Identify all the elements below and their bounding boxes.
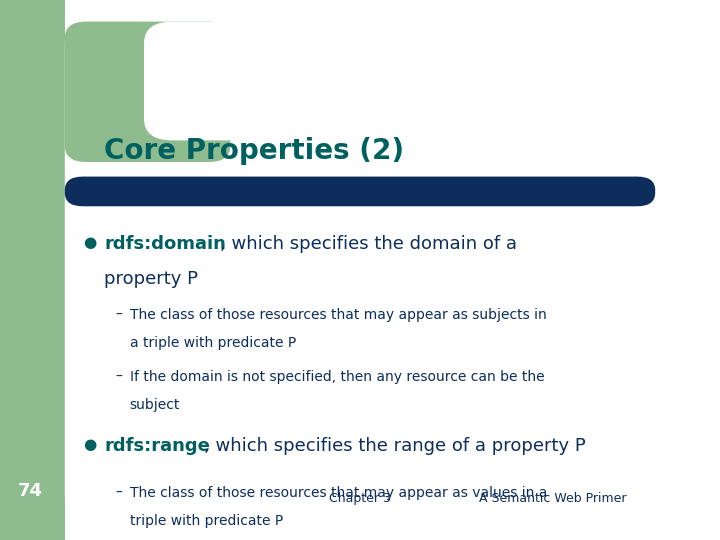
FancyBboxPatch shape — [65, 177, 655, 206]
Text: –: – — [115, 370, 122, 384]
FancyBboxPatch shape — [65, 22, 230, 162]
Text: subject: subject — [130, 398, 180, 412]
Text: If the domain is not specified, then any resource can be the: If the domain is not specified, then any… — [130, 370, 544, 384]
Text: ●: ● — [83, 437, 96, 453]
Bar — [0, 0, 65, 540]
Text: property P: property P — [104, 270, 199, 288]
Text: –: – — [115, 486, 122, 500]
Text: The class of those resources that may appear as subjects in: The class of those resources that may ap… — [130, 308, 546, 322]
FancyBboxPatch shape — [144, 22, 698, 140]
Text: ●: ● — [83, 235, 96, 250]
Text: a triple with predicate P: a triple with predicate P — [130, 336, 296, 350]
Text: rdfs:range: rdfs:range — [104, 437, 210, 455]
Text: 74: 74 — [18, 482, 43, 500]
Text: triple with predicate P: triple with predicate P — [130, 514, 283, 528]
Text: –: – — [115, 308, 122, 322]
Text: The class of those resources that may appear as values in a: The class of those resources that may ap… — [130, 486, 547, 500]
FancyBboxPatch shape — [65, 22, 698, 518]
Text: rdfs:domain: rdfs:domain — [104, 235, 226, 253]
Text: Core Properties (2): Core Properties (2) — [104, 137, 405, 165]
Text: A Semantic Web Primer: A Semantic Web Primer — [479, 492, 626, 505]
Text: , which specifies the range of a property P: , which specifies the range of a propert… — [204, 437, 585, 455]
Text: , which specifies the domain of a: , which specifies the domain of a — [220, 235, 517, 253]
Text: Chapter 3: Chapter 3 — [329, 492, 391, 505]
